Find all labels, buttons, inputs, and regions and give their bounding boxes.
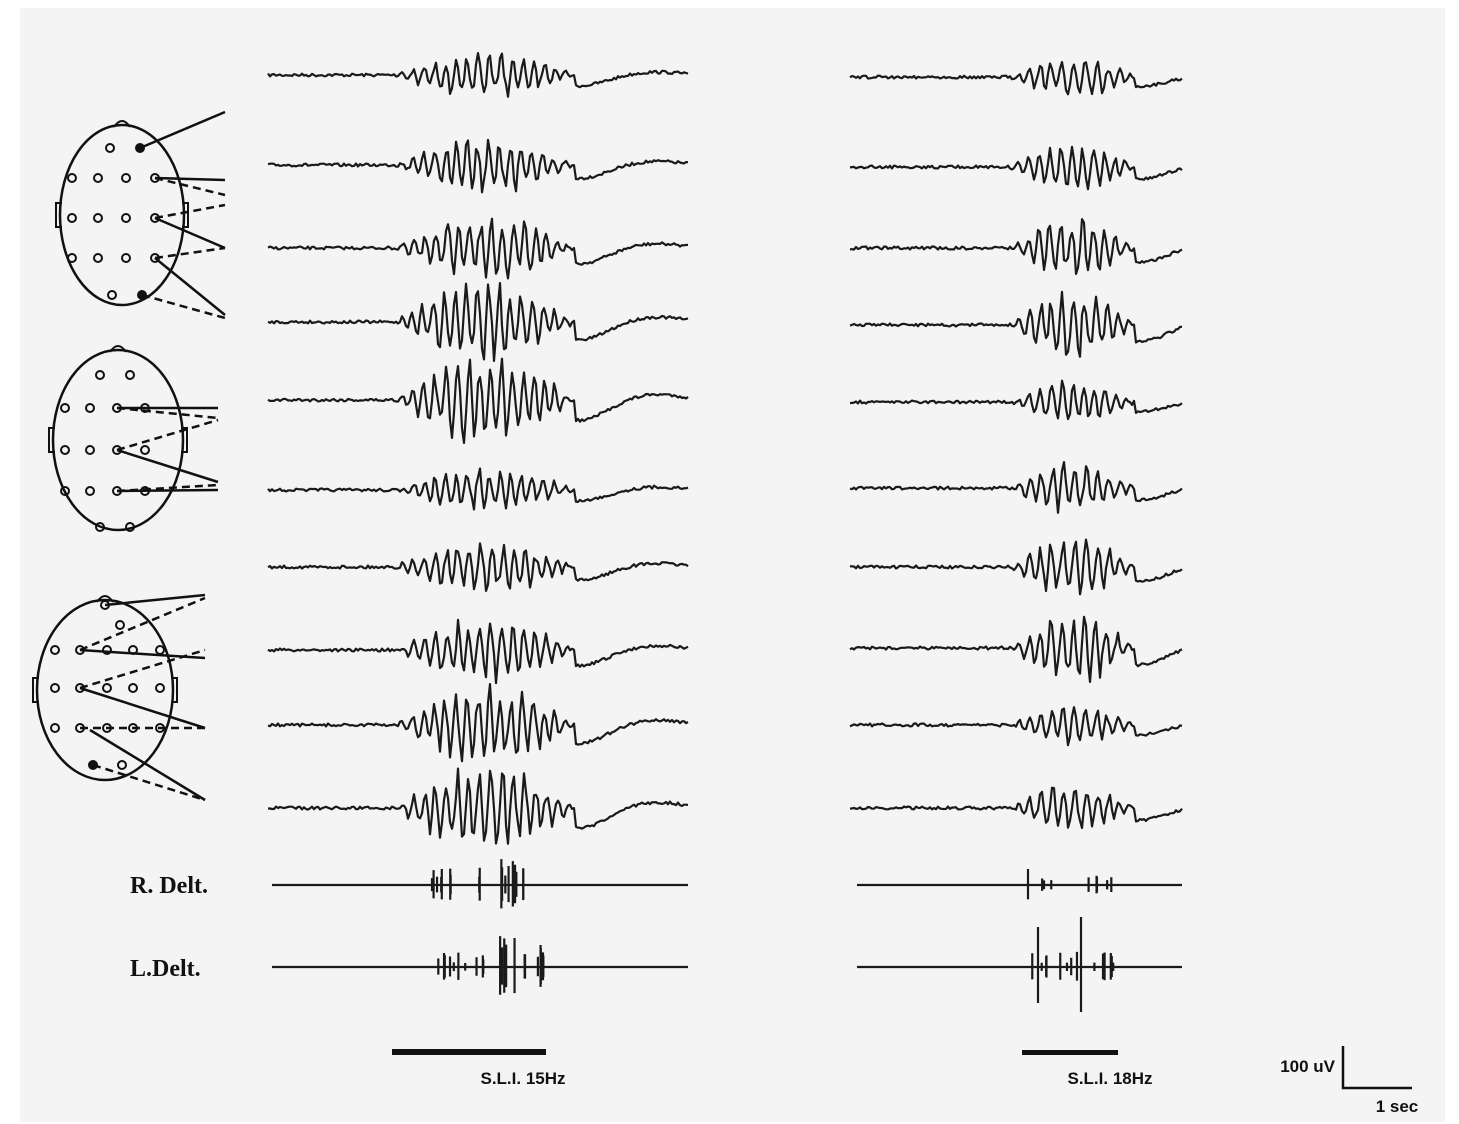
electrode (85, 445, 95, 455)
stimulus-bar (392, 1049, 546, 1055)
electrode (67, 253, 77, 263)
scale-bar (1341, 1046, 1412, 1090)
emg-label: R. Delt. (130, 873, 208, 899)
electrode (85, 486, 95, 496)
ear (32, 677, 178, 703)
electrode (60, 486, 70, 496)
montage-line (154, 257, 226, 316)
electrode (125, 370, 135, 380)
ear (55, 202, 189, 228)
electrode (93, 213, 103, 223)
electrode (107, 290, 117, 300)
electrode (117, 760, 127, 770)
montage-line (139, 110, 226, 150)
eeg-trace (267, 282, 689, 362)
electrode (140, 445, 150, 455)
eeg-trace (849, 538, 1183, 596)
emg-trace (857, 869, 1182, 900)
montage-line (154, 216, 226, 250)
electrode (105, 143, 115, 153)
eeg-trace (849, 60, 1183, 96)
electrode (93, 253, 103, 263)
ear (48, 427, 188, 453)
electrode (95, 370, 105, 380)
eeg-trace (267, 467, 689, 511)
electrode (60, 445, 70, 455)
emg-trace (272, 936, 688, 995)
page-background (20, 8, 1445, 1122)
montage-line (154, 203, 226, 220)
electrode (121, 173, 131, 183)
head-outline (58, 123, 186, 307)
eeg-trace (849, 786, 1183, 830)
eeg-trace (267, 542, 689, 592)
electrode-montages (32, 110, 226, 802)
eeg-trace (267, 52, 689, 98)
electrode (85, 403, 95, 413)
montage-line (154, 246, 226, 260)
emg-label: L.Delt. (130, 956, 201, 982)
electrode (102, 645, 112, 655)
electrode (50, 645, 60, 655)
stimulus-label: S.L.I. 15Hz (480, 1069, 565, 1088)
scale-amplitude: 100 uV (1280, 1057, 1335, 1076)
electrode (67, 213, 77, 223)
electrode (67, 173, 77, 183)
nose (113, 120, 131, 128)
montage-line (154, 176, 226, 182)
electrode (115, 620, 125, 630)
eeg-trace (267, 138, 689, 194)
electrode (128, 683, 138, 693)
electrode (60, 403, 70, 413)
eeg-trace (267, 683, 689, 763)
electrode (155, 683, 165, 693)
emg-trace (857, 917, 1182, 1012)
stimulus-label: S.L.I. 18Hz (1067, 1069, 1152, 1088)
montage-line (104, 593, 206, 607)
stimulus-bar (1022, 1050, 1118, 1055)
eeg-trace (268, 767, 689, 845)
eeg-trace (267, 217, 689, 280)
head-outline (51, 348, 185, 532)
stimulus-markers (392, 1049, 1118, 1055)
scale-lines (1341, 1046, 1412, 1090)
emg-trace (272, 859, 688, 909)
montage-line (79, 648, 206, 690)
eeg-trace (849, 379, 1183, 421)
electrode (121, 253, 131, 263)
montage-line (79, 596, 206, 652)
eeg-trace (849, 145, 1183, 191)
eeg-trace (849, 461, 1183, 514)
montage-line (116, 418, 219, 452)
montage-line (116, 406, 219, 420)
eeg-trace (849, 290, 1183, 358)
eeg-trace (849, 706, 1183, 747)
eeg-trace (267, 618, 689, 685)
electrode (93, 173, 103, 183)
electrode (50, 683, 60, 693)
eeg-trace (849, 615, 1183, 683)
nose (96, 595, 114, 603)
electrode (50, 723, 60, 733)
nose (109, 345, 127, 353)
electrode (95, 522, 105, 532)
electrode (125, 522, 135, 532)
eeg-trace (267, 357, 689, 444)
eeg-trace (849, 218, 1183, 275)
montage-line (79, 686, 206, 730)
electrode (102, 683, 112, 693)
eeg-traces (267, 52, 1183, 1012)
electrode (121, 213, 131, 223)
montage-line (116, 448, 219, 484)
montage-line (141, 293, 226, 320)
montage-line (92, 763, 206, 802)
montage-line (89, 728, 206, 802)
scale-time: 1 sec (1376, 1097, 1419, 1116)
montage-line (116, 488, 219, 493)
